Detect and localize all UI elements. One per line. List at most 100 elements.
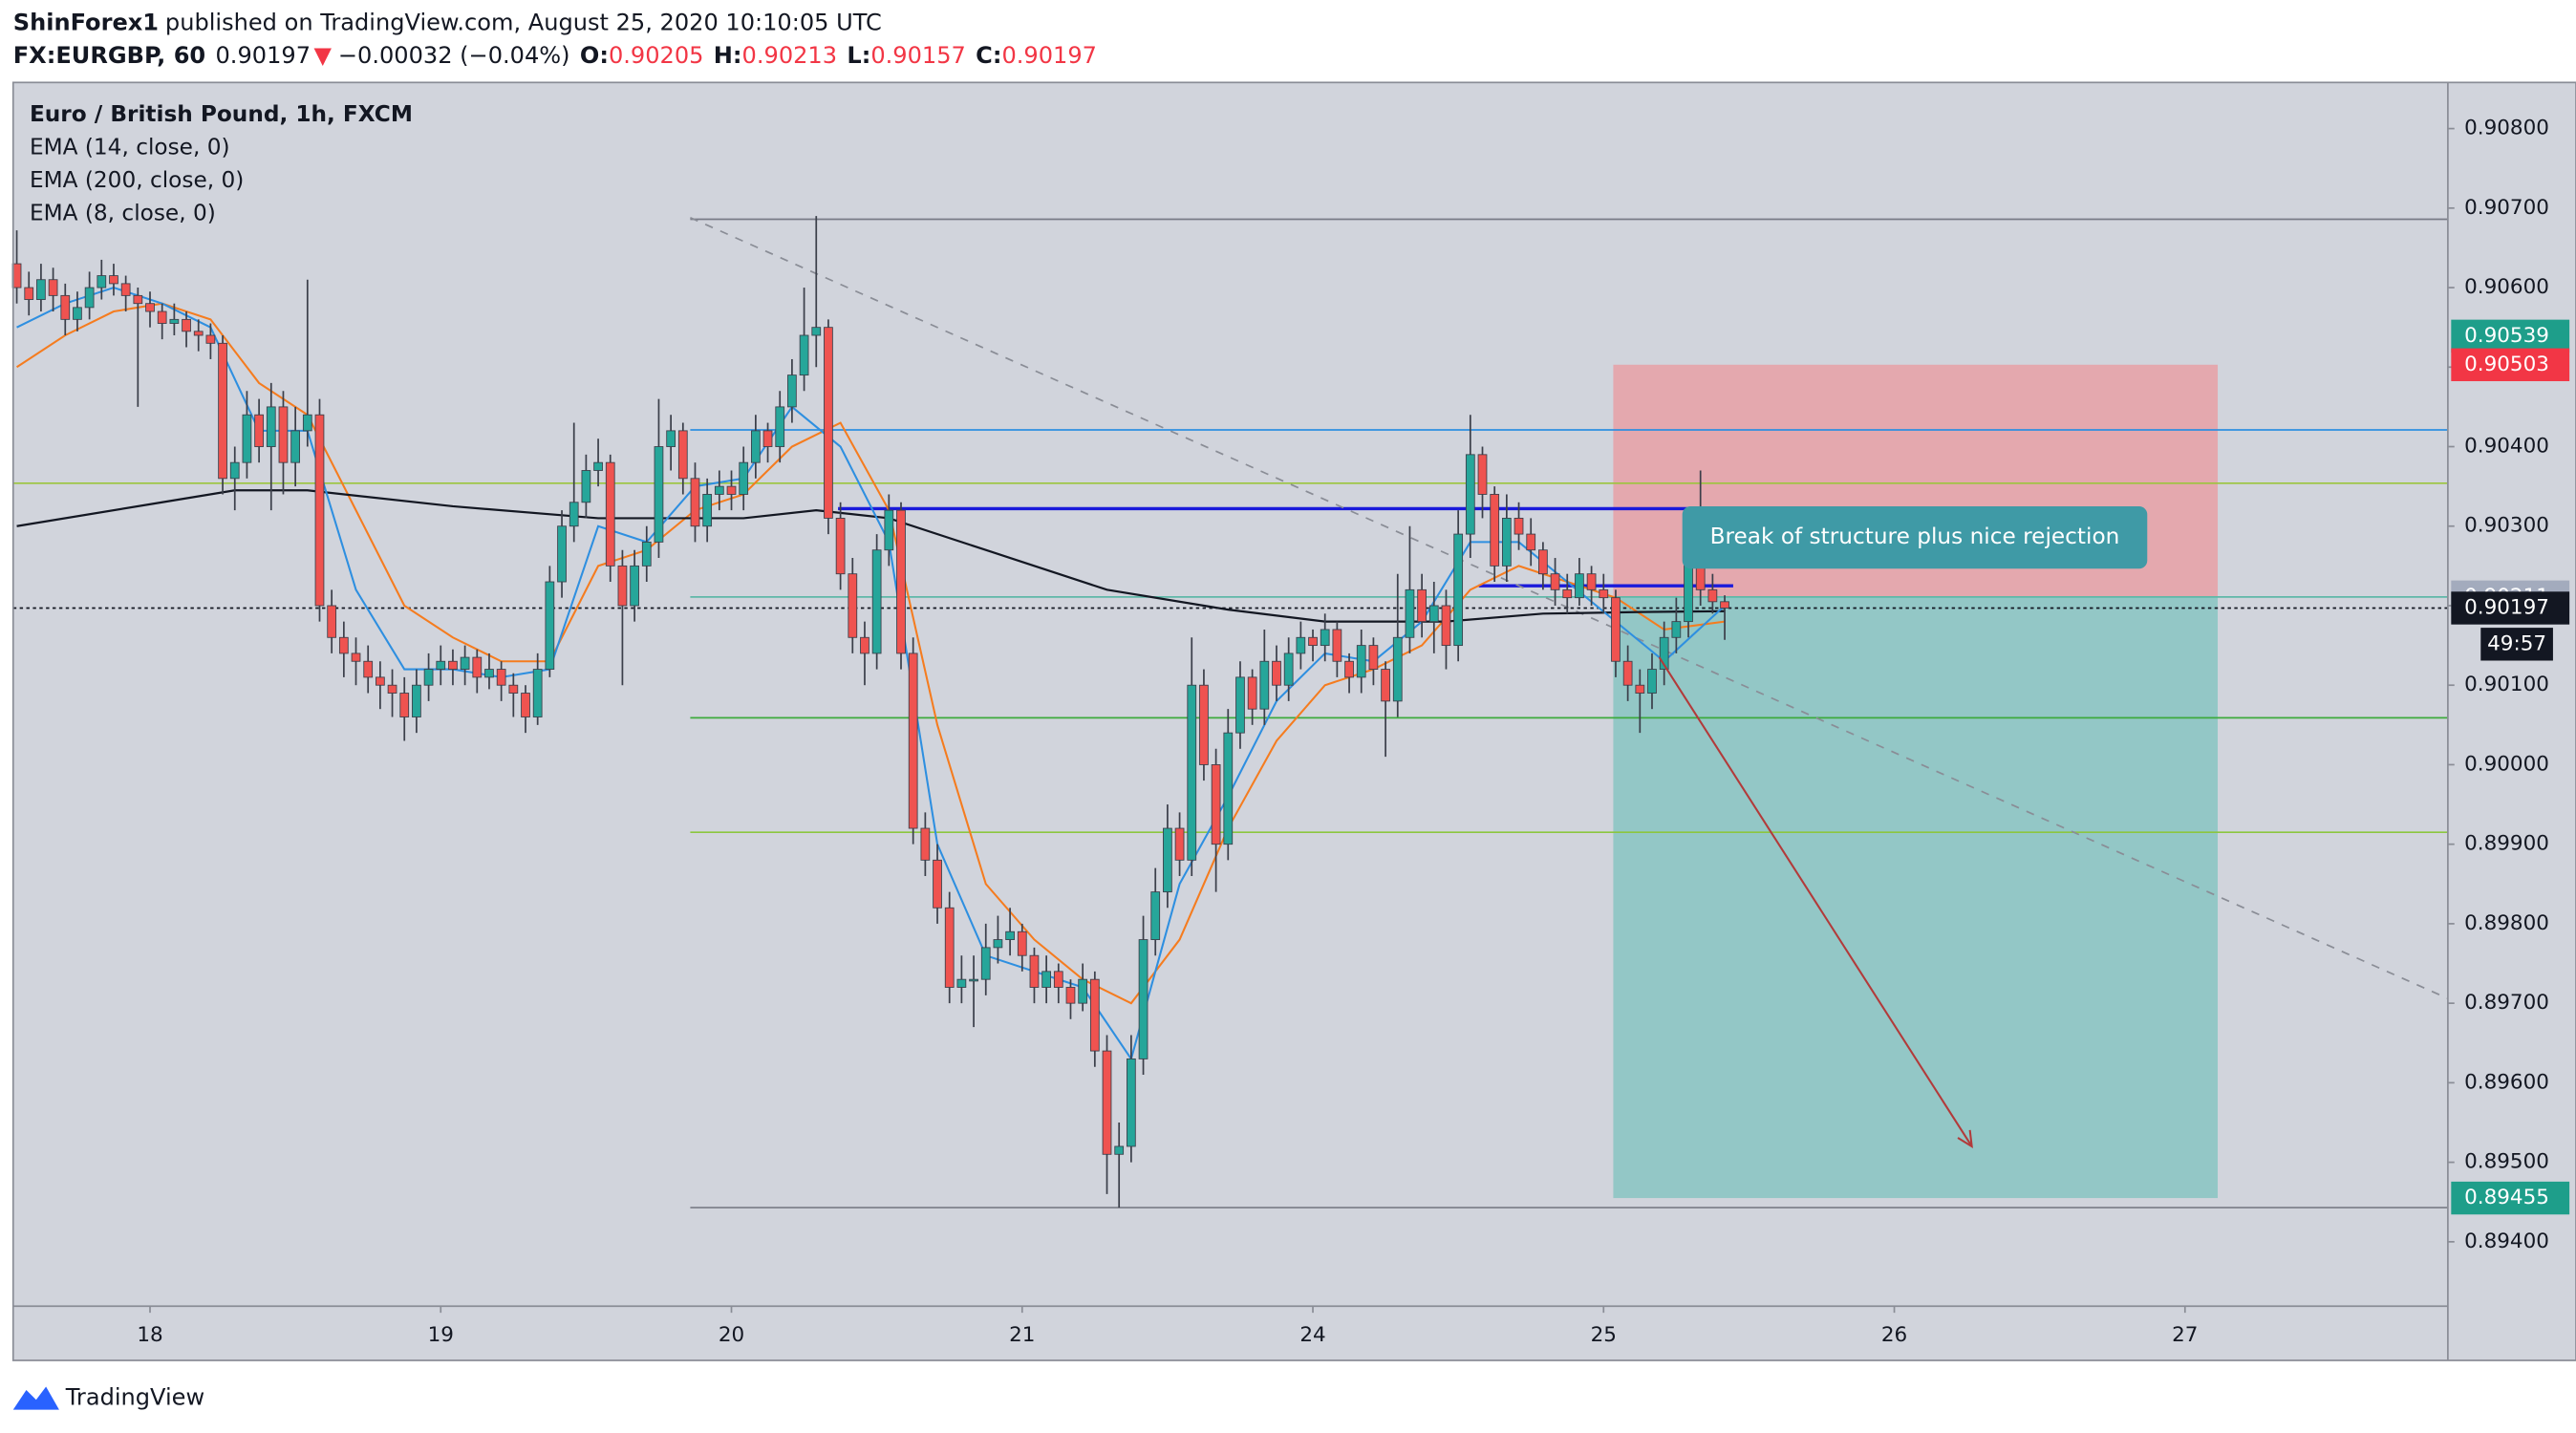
candle-body	[48, 279, 58, 296]
price-label-bg	[2451, 319, 2570, 353]
candle-body	[835, 517, 846, 575]
candle-body	[775, 406, 785, 447]
symbol: FX:EURGBP, 60	[13, 42, 205, 69]
annotation-box	[1682, 505, 2148, 569]
candle-body	[581, 470, 591, 503]
c-label: C:	[976, 42, 1001, 69]
y-tick-label: 0.89900	[2464, 832, 2549, 856]
x-tick-label: 24	[1299, 1323, 1325, 1347]
candle-body	[1550, 573, 1560, 590]
candle-body	[496, 669, 506, 686]
y-tick-label: 0.89800	[2464, 911, 2549, 935]
candle-body	[714, 485, 724, 495]
candle-body	[1428, 605, 1439, 623]
candle-body	[109, 275, 118, 285]
candle-body	[726, 485, 737, 495]
candle-body	[1247, 676, 1257, 710]
arrow: ▼	[313, 42, 332, 69]
candle-body	[933, 859, 942, 909]
candle-body	[460, 656, 470, 670]
candle-body	[677, 430, 688, 480]
candle-body	[60, 294, 71, 320]
candle-body	[1272, 660, 1281, 686]
candle-body	[641, 541, 652, 567]
candle-body	[1163, 827, 1172, 893]
candle-body	[824, 327, 833, 519]
candle-body	[423, 669, 434, 686]
candle-body	[314, 414, 325, 607]
candle-body	[376, 676, 385, 686]
candle-body	[1078, 978, 1088, 1004]
candle-body	[1127, 1058, 1136, 1147]
candle-body	[1392, 636, 1403, 702]
candle-body	[545, 581, 555, 670]
candle-body	[84, 287, 95, 309]
o-label: O:	[580, 42, 609, 69]
y-tick-label: 0.90800	[2464, 117, 2549, 140]
candle-body	[1707, 588, 1718, 603]
candle-body	[1659, 636, 1669, 670]
candle-body	[1187, 684, 1197, 861]
candle-body	[193, 331, 204, 336]
candle-body	[702, 494, 713, 527]
candle-body	[1490, 494, 1500, 567]
candle-body	[1005, 930, 1015, 940]
candle-body	[229, 461, 240, 480]
h-label: H:	[714, 42, 742, 69]
candle-body	[617, 565, 628, 607]
y-tick-label: 0.90700	[2464, 196, 2549, 220]
candle-body	[969, 978, 978, 982]
candle-body	[751, 430, 761, 463]
candle-body	[1089, 978, 1100, 1052]
candle-body	[327, 605, 337, 638]
candle-body	[205, 334, 216, 344]
candle-body	[73, 307, 82, 320]
countdown: 49:57	[2487, 631, 2546, 655]
published: published on TradingView.com, August 25,…	[165, 9, 882, 35]
l: 0.90157	[870, 42, 966, 69]
candle-body	[1417, 588, 1427, 623]
candle-body	[351, 652, 361, 662]
candle-body	[1138, 939, 1148, 1059]
candle-body	[811, 327, 822, 336]
candle-body	[1332, 629, 1342, 662]
candle-body	[1622, 660, 1633, 686]
candle-body	[1575, 573, 1584, 599]
brand: TradingView	[65, 1384, 204, 1411]
candle-body	[1586, 573, 1597, 590]
candle-body	[1477, 454, 1488, 495]
y-tick-label: 0.90600	[2464, 275, 2549, 299]
plot: Break of structure plus nice rejection	[11, 216, 2449, 1208]
candle-body	[412, 684, 421, 717]
h: 0.90213	[742, 42, 838, 69]
candle-body	[182, 318, 191, 332]
candle-body	[1538, 549, 1548, 575]
candle-body	[1017, 930, 1027, 956]
candle-body	[1562, 588, 1573, 599]
candle-body	[1211, 764, 1221, 845]
candle-body	[266, 406, 276, 447]
candle-body	[654, 446, 664, 543]
candle-body	[1235, 676, 1245, 734]
candle-body	[1320, 629, 1330, 647]
candle-body	[630, 565, 639, 607]
candle-body	[1223, 732, 1234, 845]
candle-body	[484, 669, 494, 678]
candle-body	[1174, 827, 1185, 861]
countdown-bg	[2480, 628, 2553, 661]
candle-body	[302, 414, 312, 432]
candle-body	[1053, 971, 1063, 988]
y-tick-label: 0.90000	[2464, 752, 2549, 776]
candle-body	[338, 636, 349, 654]
price-label: 0.90197	[2464, 595, 2549, 619]
candle-body	[1501, 517, 1512, 567]
c: 0.90197	[1001, 42, 1097, 69]
symbol-line: FX:EURGBP, 60 0.90197 ▼ −0.00032 (−0.04%) O:…	[13, 42, 1097, 69]
candle-body	[472, 656, 483, 678]
candle-body	[532, 669, 543, 717]
y-tick-label: 0.89400	[2464, 1230, 2549, 1253]
candle-body	[1029, 954, 1040, 988]
y-tick-label: 0.89700	[2464, 991, 2549, 1015]
candle-body	[1720, 601, 1729, 609]
candle-body	[399, 693, 410, 717]
